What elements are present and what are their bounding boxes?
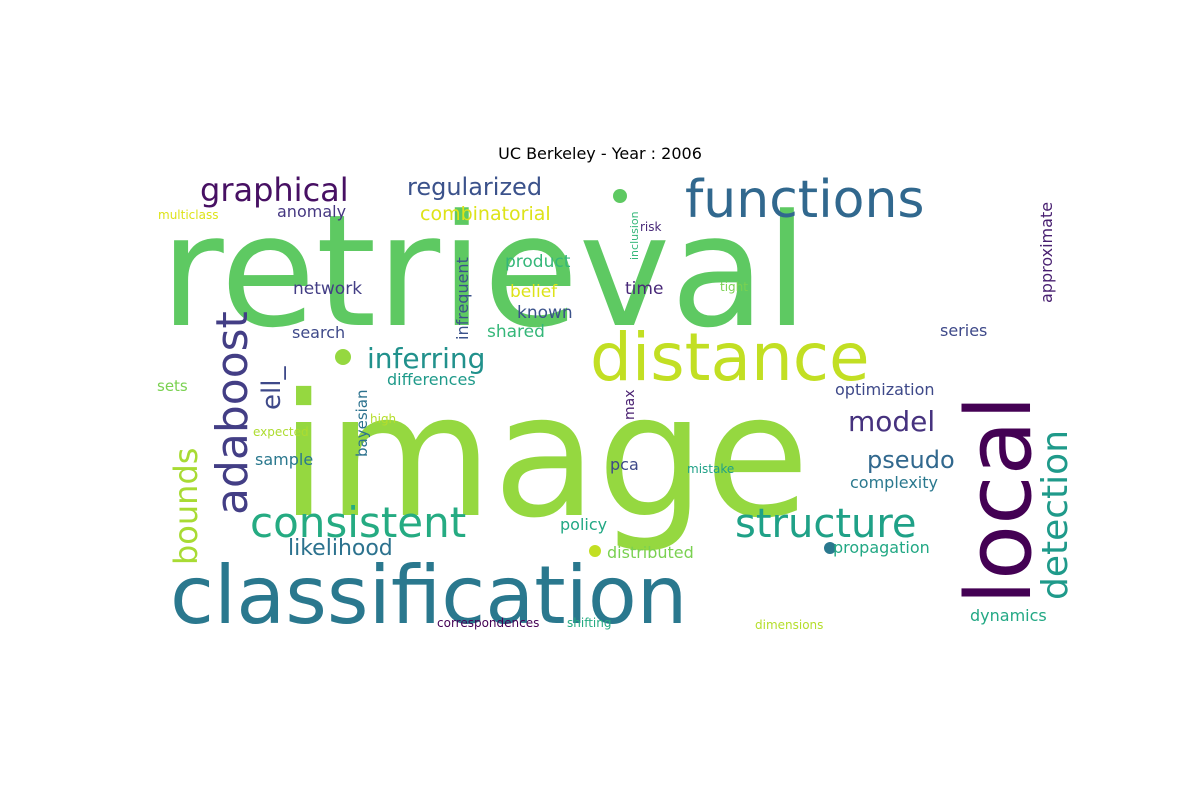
word-propagation: propagation xyxy=(833,538,930,557)
word-likelihood: likelihood xyxy=(288,536,393,561)
word-inclusion: inclusion xyxy=(628,211,641,260)
word-ell: ell_ xyxy=(257,366,287,410)
word-detection: detection xyxy=(1035,430,1076,600)
word-complexity: complexity xyxy=(850,473,938,492)
word-adaboost: adaboost xyxy=(207,311,258,515)
word-infrequent: infrequent xyxy=(453,257,472,340)
word-policy: policy xyxy=(560,515,607,534)
word-regularized: regularized xyxy=(407,173,542,201)
word-high: high xyxy=(370,412,396,426)
word-shifting: shifting xyxy=(567,616,611,630)
word-expected: expected xyxy=(253,425,309,439)
word-model: model xyxy=(848,405,935,438)
word-dynamics: dynamics xyxy=(970,606,1047,625)
word-sets: sets xyxy=(157,377,188,395)
word-distance: distance xyxy=(590,319,870,396)
word-product: product xyxy=(505,252,571,272)
word-mistake: mistake xyxy=(687,462,734,476)
word-max: max xyxy=(622,389,638,420)
word-classification: classification xyxy=(170,549,687,642)
word-graphical: graphical xyxy=(200,171,349,209)
cloud-dot xyxy=(824,542,836,554)
word-retrieval: retrieval xyxy=(160,181,808,362)
word-anomaly: anomaly xyxy=(277,202,346,221)
word-multiclass: multiclass xyxy=(158,208,218,222)
word-correspondences: correspondences xyxy=(437,616,539,630)
word-known: known xyxy=(517,303,573,323)
word-combinatorial: combinatorial xyxy=(420,203,551,225)
word-tight: tight xyxy=(720,280,748,294)
cloud-dot xyxy=(589,545,601,557)
word-network: network xyxy=(293,279,362,299)
word-bayesian: bayesian xyxy=(353,390,371,458)
word-consistent: consistent xyxy=(250,498,466,547)
word-bounds: bounds xyxy=(167,448,205,565)
word-optimization: optimization xyxy=(835,380,935,399)
word-approximate: approximate xyxy=(1037,202,1056,303)
word-functions: functions xyxy=(685,170,925,230)
word-image: image xyxy=(280,358,810,556)
chart-title: UC Berkeley - Year : 2006 xyxy=(498,144,702,163)
word-sample: sample xyxy=(255,450,313,469)
word-pseudo: pseudo xyxy=(867,446,955,474)
word-dimensions: dimensions xyxy=(755,618,823,632)
word-risk: risk xyxy=(640,220,662,234)
word-distributed: distributed xyxy=(607,543,694,562)
word-pca: pca xyxy=(610,455,639,474)
cloud-dot xyxy=(613,189,627,203)
word-series: series xyxy=(940,321,987,340)
word-local: local xyxy=(947,395,1052,605)
word-differences: differences xyxy=(387,370,476,389)
word-inferring: inferring xyxy=(367,342,485,375)
word-belief: belief xyxy=(510,282,558,302)
word-structure: structure xyxy=(735,501,917,547)
cloud-dot xyxy=(335,349,351,365)
word-shared: shared xyxy=(487,322,545,342)
word-search: search xyxy=(292,323,345,342)
word-time: time xyxy=(625,279,663,299)
